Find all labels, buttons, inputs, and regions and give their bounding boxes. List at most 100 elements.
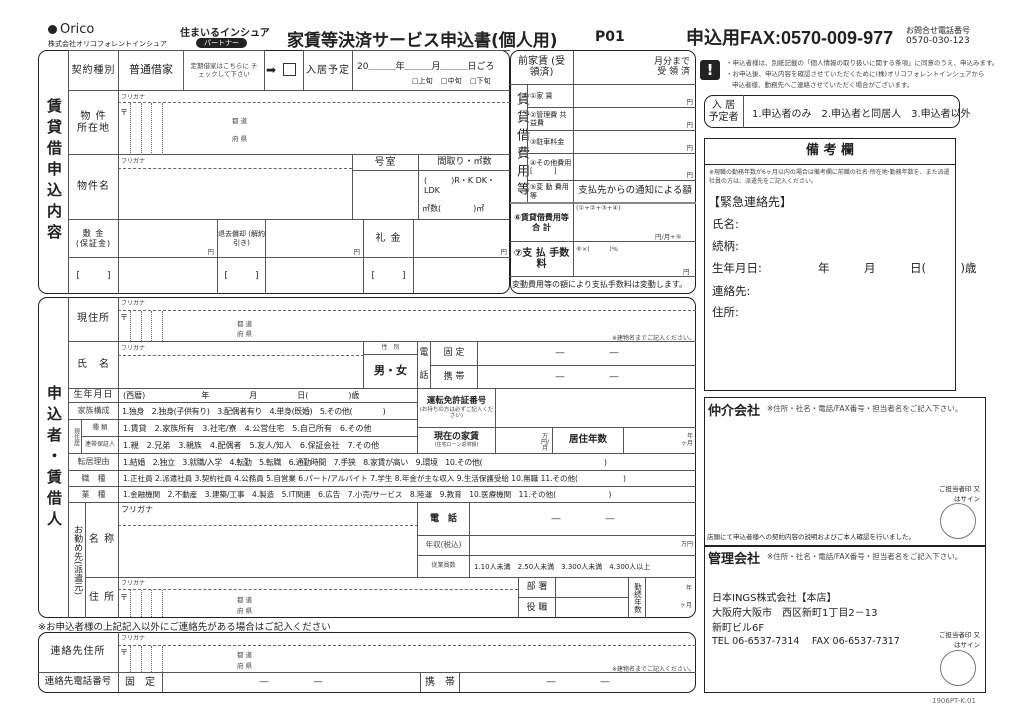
position-field[interactable] <box>555 597 629 618</box>
room-field[interactable] <box>352 170 419 220</box>
property-name-field[interactable] <box>118 154 353 220</box>
year-unit: 年 <box>685 584 692 592</box>
residence-type-options[interactable]: 1.賃貸 2.家族所有 3.社宅/寮 4.公営住宅 5.自己所有 6.その他 <box>118 419 418 437</box>
phone-label: 電話 <box>417 341 431 389</box>
contact-address-label: 連絡先住所 <box>38 632 119 673</box>
income-field[interactable]: 万円 <box>469 535 696 556</box>
furigana-label: フリガナ <box>121 300 146 307</box>
resident-option-self[interactable]: 1.申込者のみ <box>752 109 812 120</box>
cost-item-label: ③駐車料金 <box>527 130 574 154</box>
prefecture-2: 府 県 <box>232 135 248 143</box>
current-address-field[interactable] <box>118 297 696 342</box>
department-field[interactable] <box>555 577 629 598</box>
contact-landline-field[interactable]: ― ― <box>259 677 323 688</box>
job-label: 職 種 <box>68 470 119 487</box>
cost-item-field[interactable]: 円 <box>573 84 696 108</box>
move-in-date: 20＿＿＿年＿＿＿月＿＿＿日ごろ <box>357 62 495 72</box>
employer-phone-field[interactable]: ― ― <box>469 502 696 536</box>
guarantor-options[interactable]: 1.親 2.兄弟 3.親族 4.配偶者 5.友人/知人 6.保証会社 7.その他 <box>118 436 418 454</box>
residence-label: 現住居 <box>68 419 82 454</box>
tenure-field[interactable]: 年ヶ月 <box>645 577 696 618</box>
broker-confirm: 店頭にて申込者様への契約内容の説明およびご本人確認を行いました。 <box>707 533 915 541</box>
contact-address-field[interactable] <box>118 632 696 673</box>
emergency-birth-value: 年 月 日( )歳 <box>818 261 977 275</box>
industry-options[interactable]: 1.金融機関 2.不動産 3.建築/工事 4.製造 5.IT関連 6.広告 7.… <box>118 486 696 503</box>
deduction-field[interactable]: 円 <box>265 219 364 258</box>
yen-unit: 円 <box>686 170 694 179</box>
deduction-bracket[interactable]: [ ] <box>217 257 266 294</box>
fee-label: ⑦支 払 手数料 <box>510 241 574 277</box>
license-field[interactable] <box>495 388 696 428</box>
fax-number: 申込用FAX:0570-009-977 <box>686 28 894 48</box>
phone-char: 電 <box>419 348 429 359</box>
deposit-sub-field[interactable] <box>118 257 218 294</box>
arrow-icon: ➡ <box>266 63 277 77</box>
rent-label: 現在の家賃 (住宅ローン返済額) <box>417 427 496 454</box>
employees-label: 従業員数 <box>417 555 470 578</box>
address-label: 物 件 所在地 <box>68 90 119 155</box>
cost-item-field[interactable]: 円 <box>573 153 696 181</box>
key-money-field[interactable]: 円 <box>413 219 510 258</box>
prepaid-value[interactable]: 月分まで 受 領 済 <box>573 50 696 85</box>
move-reason-options[interactable]: 1.結婚 2.独立 3.就職/入学 4.転勤 5.転職 6.通勤時間 7.手狭 … <box>118 453 696 471</box>
remarks-note: ※現職の勤務年数が6ヶ月以内の場合は備考欄に前職の社名·所在地·勤務年数を、また… <box>709 169 950 185</box>
rent-note: (住宅ローン返済額) <box>434 441 479 448</box>
cost-item-label: ④その他費用 [ ] <box>527 153 574 181</box>
prefecture-1: 都 道 <box>232 117 248 125</box>
employer-name-field[interactable] <box>118 502 418 578</box>
manager-line-1: 日本INGS株式会社【本店】 <box>712 593 837 604</box>
name-label: 氏 名 <box>68 341 119 389</box>
key-money-bracket[interactable]: [ ] <box>363 257 414 294</box>
costs-section <box>510 50 696 294</box>
fixed-term-checkbox[interactable] <box>283 63 296 76</box>
family-options[interactable]: 1.独身 2.独身(子供有り) 3.配偶者有り 4.単身(既婚) 5.その他( … <box>118 402 418 420</box>
contact-mobile-field[interactable]: ― ― <box>546 677 610 688</box>
contact-mobile-label: 携 帯 <box>420 672 460 693</box>
form-code: 1906PT-K.01 <box>932 697 976 705</box>
manager-stamp-circle[interactable] <box>940 650 976 686</box>
name-field[interactable] <box>118 341 364 389</box>
total-label: ⑥賃貸借費用等 合 計 <box>510 202 574 242</box>
yen-unit: 円 <box>353 247 361 256</box>
deposit-bracket[interactable]: [ ] <box>68 257 119 294</box>
yen-unit: 円 <box>207 247 215 256</box>
period-mid[interactable]: □中旬 <box>441 77 462 85</box>
key-money-sub-field[interactable] <box>413 257 510 294</box>
mobile-field[interactable]: ― ― <box>477 365 696 389</box>
remarks-box[interactable] <box>704 138 956 391</box>
cost-item-field[interactable]: 円 <box>573 107 696 131</box>
license-label: 運転免許証番号 (お持ちの方は必ずご記入ください) <box>417 388 496 428</box>
manager-box[interactable] <box>704 545 986 693</box>
emergency-relation: 続柄: <box>712 239 739 253</box>
birth-field[interactable]: (西暦) 年 月 日( )歳 <box>118 388 418 403</box>
fee-field[interactable] <box>573 241 696 277</box>
broker-stamp-circle[interactable] <box>940 503 976 539</box>
deposit-field[interactable]: 円 <box>118 219 218 258</box>
deduction-sub-field[interactable] <box>265 257 364 294</box>
cost-item-field[interactable]: 円 <box>573 130 696 154</box>
rental-section-label: 賃貸借申込内容 <box>45 98 63 245</box>
resident-option-with-cohabitant[interactable]: 2.申込者と同居人 <box>821 109 902 120</box>
rent-field[interactable]: 万円/月 <box>495 427 553 454</box>
year-unit: 年 <box>686 432 693 440</box>
residents-box <box>704 95 960 128</box>
area-value: ㎡数( )㎡ <box>422 204 485 213</box>
years-field[interactable]: 年ヶ月 <box>623 427 696 454</box>
period-early[interactable]: □上旬 <box>412 77 433 85</box>
building-note: ※建物名までご記入ください。 <box>612 335 696 342</box>
contract-type-label: 契約種別 <box>68 50 119 91</box>
employer-label: お勤め先(派遣元) <box>68 502 86 618</box>
income-unit: 万円 <box>680 540 693 548</box>
employer-address-field[interactable] <box>118 577 519 618</box>
gender-value[interactable]: 男・女 <box>363 354 418 389</box>
period-late[interactable]: □下旬 <box>470 77 491 85</box>
years-label: 居住年数 <box>552 427 624 454</box>
broker-box[interactable] <box>704 397 986 547</box>
landline-field[interactable]: ― ― <box>477 341 696 366</box>
other-contact-section <box>38 632 696 693</box>
resident-option-other[interactable]: 3.申込者以外 <box>911 109 971 120</box>
property-address-field[interactable] <box>118 90 510 155</box>
job-options[interactable]: 1.正社員 2.派遣社員 3.契約社員 4.公務員 5.自営業 6.パート/アル… <box>118 470 696 487</box>
broker-title: 仲介会社 <box>708 404 761 419</box>
employees-options[interactable]: 1.10人未満 2.50人未満 3.300人未満 4.300人以上 <box>469 555 696 578</box>
